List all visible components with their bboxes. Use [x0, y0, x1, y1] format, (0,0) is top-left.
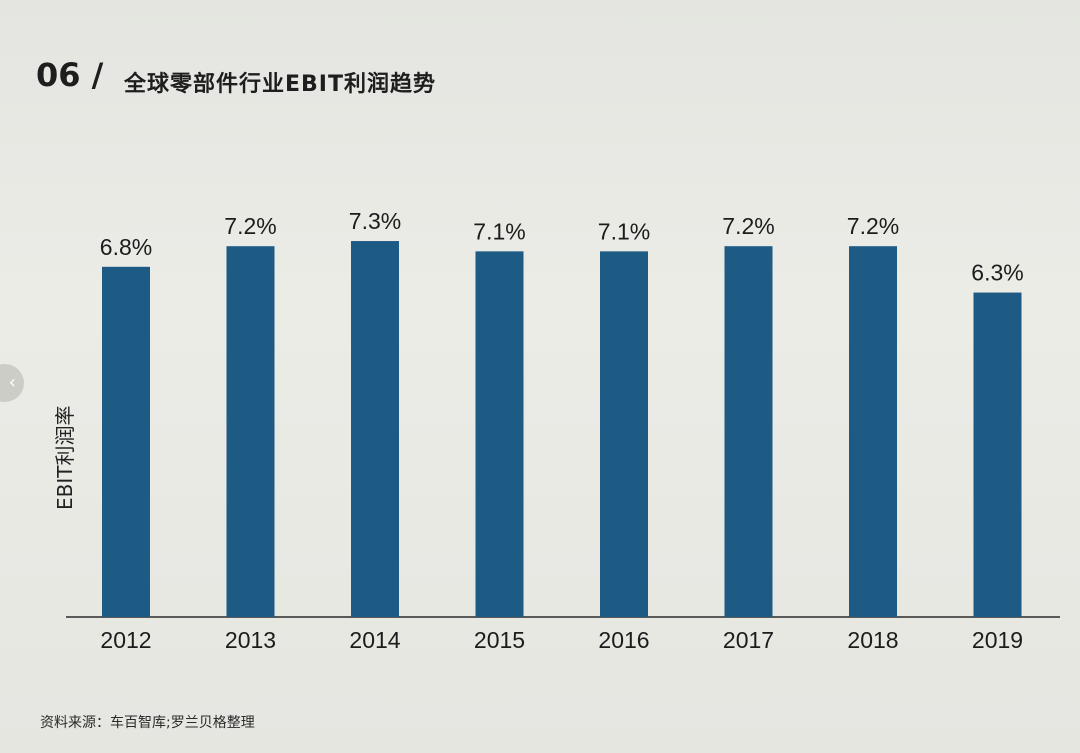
bar-2014: [351, 241, 399, 618]
value-label-2014: 7.3%: [349, 208, 401, 234]
category-label-2019: 2019: [972, 627, 1023, 653]
category-label-2017: 2017: [723, 627, 774, 653]
source-note: 资料来源：车百智库;罗兰贝格整理: [40, 715, 255, 731]
bar-2019: [973, 292, 1022, 617]
category-label-2015: 2015: [474, 627, 525, 653]
value-label-2018: 7.2%: [847, 213, 899, 239]
category-label-2014: 2014: [349, 627, 400, 653]
figure-title: 全球零部件行业EBIT利润趋势: [124, 72, 436, 97]
bar-2012: [102, 266, 150, 617]
bar-2017: [724, 246, 773, 617]
category-label-2016: 2016: [598, 627, 649, 653]
category-label-2018: 2018: [847, 627, 898, 653]
value-label-2017: 7.2%: [722, 213, 774, 239]
value-label-2015: 7.1%: [473, 218, 525, 244]
category-label-2012: 2012: [100, 627, 151, 653]
value-label-2012: 6.8%: [100, 234, 152, 260]
y-axis-label: EBIT利润率: [53, 406, 77, 510]
bar-2015: [475, 251, 524, 617]
value-label-2019: 6.3%: [971, 260, 1023, 286]
category-labels-group: 2012 2013 2014 2015 2016 2017 2018 2019: [100, 627, 1023, 653]
figure-number: 06 /: [36, 56, 104, 94]
bars-group: [102, 241, 1022, 618]
value-label-2013: 7.2%: [224, 213, 276, 239]
bar-2016: [600, 251, 648, 617]
value-labels-group: 6.8% 7.2% 7.3% 7.1% 7.1% 7.2% 7.2% 6.3%: [100, 208, 1024, 285]
bar-2018: [849, 246, 897, 617]
value-label-2016: 7.1%: [598, 218, 650, 244]
bar-2013: [226, 246, 275, 617]
category-label-2013: 2013: [225, 627, 276, 653]
